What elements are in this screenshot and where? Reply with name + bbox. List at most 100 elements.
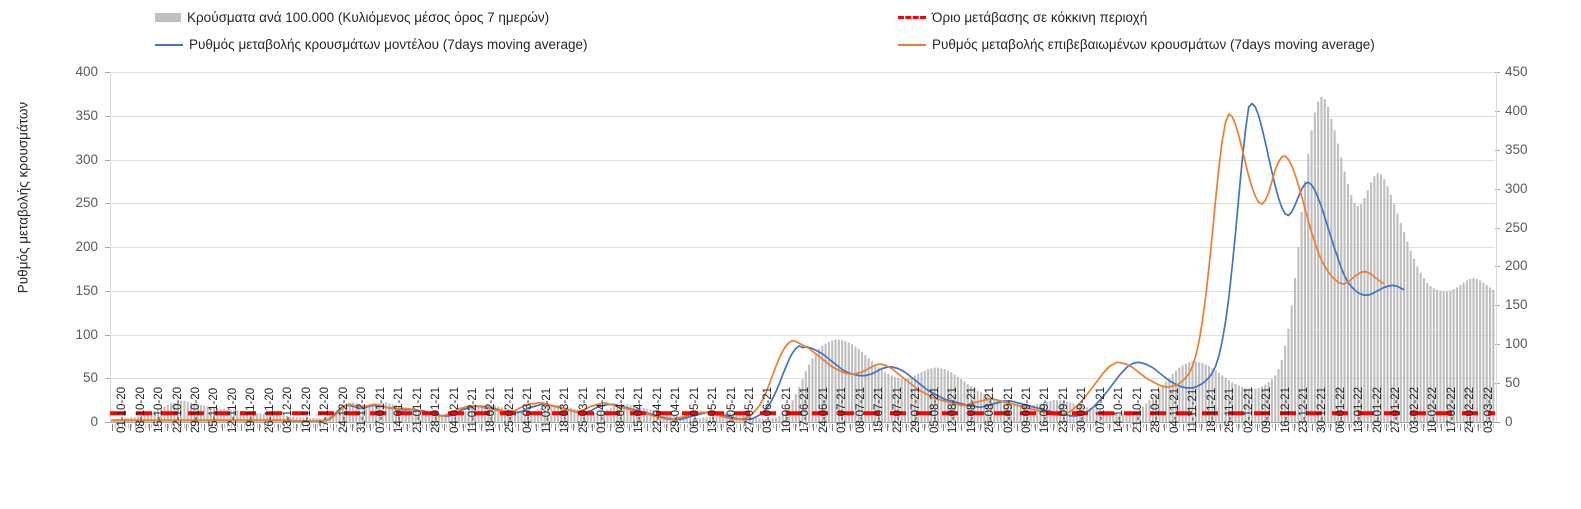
- x-axis-minor-tick: [584, 424, 586, 428]
- x-axis-minor-tick: [1228, 424, 1230, 428]
- x-axis-minor-tick: [197, 424, 199, 428]
- x-axis-minor-tick: [624, 424, 625, 428]
- x-axis-minor-tick: [574, 424, 576, 428]
- x-axis-minor-tick: [164, 424, 166, 428]
- x-axis-tick-label: 30-09-21: [1076, 386, 1089, 433]
- legend-item-threshold[interactable]: Όριο μετάβασης σε κόκκινη περιοχή: [898, 11, 1147, 25]
- x-axis-minor-tick: [858, 424, 860, 428]
- bar: [272, 415, 275, 422]
- y-axis-right-tick-label: 400: [1505, 102, 1528, 118]
- x-axis-minor-tick: [1007, 424, 1009, 428]
- x-axis-tick-label: 29-10-20: [190, 386, 203, 433]
- bar: [1254, 388, 1257, 422]
- x-axis-tick-label: 24-06-21: [817, 386, 830, 433]
- bar: [682, 417, 685, 422]
- x-axis-minor-tick: [356, 424, 358, 428]
- bar: [1016, 404, 1019, 422]
- x-axis-tick-mark: [868, 424, 870, 431]
- x-axis-minor-tick: [237, 424, 239, 428]
- bar: [854, 346, 857, 422]
- bar: [1452, 289, 1455, 422]
- x-axis-minor-tick: [1159, 424, 1161, 428]
- x-axis-tick-label: 10-06-21: [780, 386, 793, 433]
- bar: [1250, 388, 1254, 422]
- bar: [295, 417, 298, 422]
- x-axis-minor-tick: [1222, 424, 1224, 428]
- x-axis-minor-tick: [567, 424, 569, 428]
- x-axis-minor-tick: [257, 424, 259, 428]
- bar: [490, 404, 493, 422]
- bar: [1317, 101, 1320, 422]
- bar: [619, 404, 622, 422]
- bar: [877, 367, 880, 422]
- bar: [1036, 404, 1039, 422]
- x-axis-minor-tick: [1037, 424, 1039, 428]
- x-axis-minor-tick: [1080, 424, 1082, 428]
- bar: [831, 340, 834, 422]
- y-axis-right-tick-label: 100: [1505, 336, 1528, 352]
- x-axis-minor-tick: [551, 424, 553, 428]
- bar: [391, 404, 394, 422]
- bar: [229, 409, 232, 422]
- bar: [384, 402, 388, 422]
- x-axis-minor-tick: [1199, 424, 1201, 428]
- x-axis-minor-tick: [904, 424, 906, 428]
- bar: [689, 418, 692, 422]
- bar: [593, 412, 596, 422]
- bar: [880, 369, 883, 422]
- x-axis-tick-mark: [407, 424, 409, 431]
- x-axis-tick-label: 03-06-21: [762, 386, 775, 433]
- gridline: [110, 203, 1495, 205]
- x-axis-tick-mark: [979, 424, 981, 431]
- x-axis-minor-tick: [167, 424, 169, 428]
- x-axis-minor-tick: [845, 424, 847, 428]
- x-axis-minor-tick: [1202, 424, 1204, 428]
- x-axis-minor-tick: [951, 424, 953, 428]
- bar: [1161, 385, 1164, 422]
- bar: [1224, 377, 1227, 422]
- legend-item-confirmed-rate[interactable]: Ρυθμός μεταβολής επιβεβαιωμένων κρουσμάτ…: [898, 38, 1375, 52]
- x-axis-minor-tick: [594, 424, 596, 428]
- x-axis-minor-tick: [538, 424, 540, 428]
- x-axis-minor-tick: [1466, 424, 1468, 428]
- legend-item-cases-bars[interactable]: Κρούσματα ανά 100.000 (Κυλιόμενος μέσος …: [155, 11, 549, 25]
- x-axis-minor-tick: [230, 424, 232, 428]
- x-axis-tick-mark: [203, 424, 205, 431]
- x-axis-tick-label: 11-02-21: [467, 387, 480, 433]
- x-axis-minor-tick: [409, 424, 411, 428]
- x-axis-tick-label: 23-09-21: [1057, 386, 1070, 433]
- x-axis-minor-tick: [458, 424, 460, 428]
- bar: [262, 414, 265, 422]
- x-axis-minor-tick: [422, 424, 424, 428]
- x-axis-minor-tick: [1473, 424, 1475, 428]
- legend-label-threshold: Όριο μετάβασης σε κόκκινη περιοχή: [932, 10, 1148, 25]
- bar: [1290, 305, 1293, 422]
- bar: [1092, 408, 1095, 422]
- bar: [765, 418, 768, 422]
- x-axis-tick-mark: [776, 424, 778, 431]
- bar: [1277, 369, 1280, 422]
- bar: [156, 409, 159, 422]
- bar: [447, 415, 450, 422]
- x-axis-minor-tick: [954, 424, 956, 428]
- legend-label-cases-bars: Κρούσματα ανά 100.000 (Κυλιόμενος μέσος …: [187, 10, 550, 25]
- bar: [596, 412, 599, 422]
- x-axis-tick-label: 18-11-21: [1205, 387, 1218, 433]
- x-axis-minor-tick: [174, 424, 176, 428]
- x-axis-tick-label: 27-01-22: [1390, 386, 1403, 433]
- x-axis-minor-tick: [485, 424, 487, 428]
- x-axis-minor-tick: [789, 424, 791, 428]
- x-axis-minor-tick: [144, 424, 146, 428]
- x-axis-tick-label: 19-08-21: [965, 386, 978, 433]
- bar: [537, 409, 540, 422]
- bar: [1446, 291, 1449, 422]
- legend-item-model-rate[interactable]: Ρυθμός μεταβολής κρουσμάτων μοντέλου (7d…: [155, 38, 588, 52]
- x-axis-minor-tick: [1423, 424, 1425, 428]
- x-axis-minor-tick: [643, 424, 645, 428]
- x-axis-minor-tick: [1450, 424, 1452, 428]
- x-axis-minor-tick: [293, 424, 295, 428]
- x-axis-minor-tick: [862, 424, 863, 428]
- x-axis-tick-mark: [314, 424, 316, 431]
- x-axis-tick-label: 26-08-21: [984, 386, 997, 433]
- x-axis-minor-tick: [918, 424, 920, 428]
